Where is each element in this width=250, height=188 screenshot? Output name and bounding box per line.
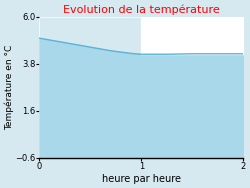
Y-axis label: Température en °C: Température en °C bbox=[4, 45, 14, 130]
X-axis label: heure par heure: heure par heure bbox=[102, 174, 181, 184]
Title: Evolution de la température: Evolution de la température bbox=[63, 4, 220, 15]
